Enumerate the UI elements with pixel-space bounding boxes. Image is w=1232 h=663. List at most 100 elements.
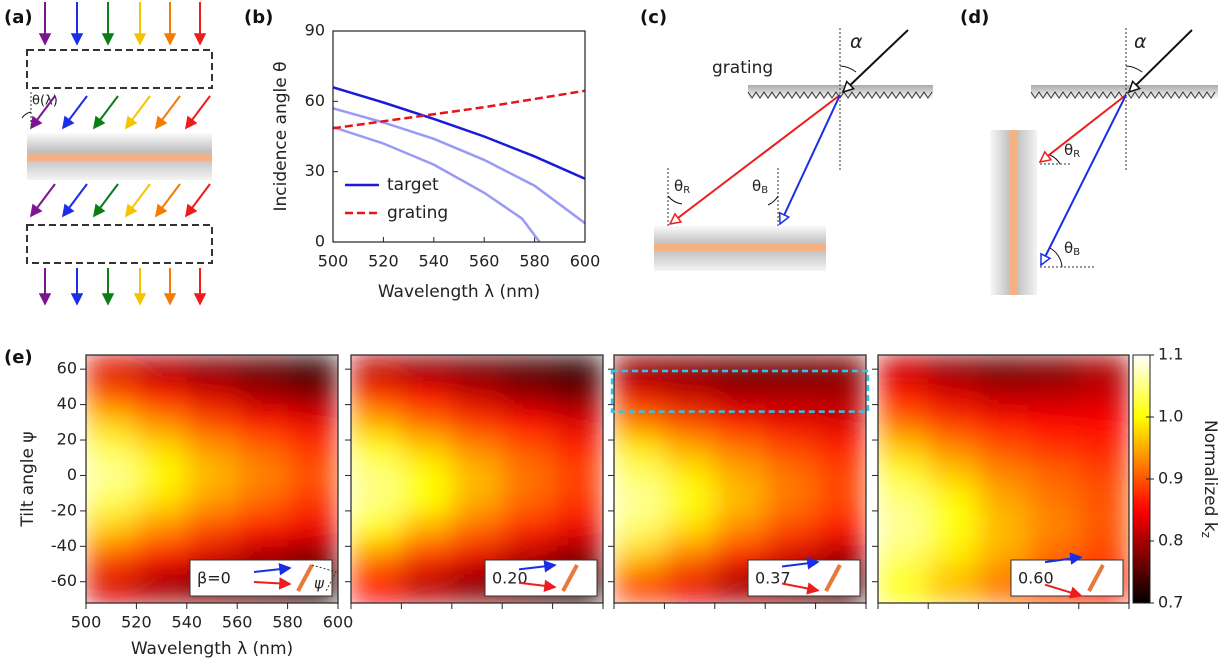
heat-cell: [351, 382, 402, 410]
inset-rod: [1087, 564, 1105, 592]
alpha-label: α: [850, 31, 863, 53]
highlight-box: [610, 369, 870, 413]
grating-label: grating: [712, 58, 773, 78]
angle-arc: [767, 195, 779, 206]
x-tick-label: 600: [570, 252, 601, 271]
theta-b-label: θB: [752, 177, 768, 197]
heat-cell: [287, 409, 338, 437]
arrow-head: [70, 33, 84, 46]
colorbar-tick-label: 1.1: [1158, 345, 1183, 364]
heat-cell: [765, 382, 817, 410]
x-tick-label: 540: [172, 613, 203, 632]
heat-cell: [401, 541, 453, 569]
heat-cell: [765, 435, 817, 463]
arrow-head: [543, 579, 557, 592]
heat-cell: [714, 355, 766, 383]
heat-cell: [351, 541, 402, 569]
line-series: [333, 125, 541, 242]
symbol: θ: [674, 177, 683, 195]
heat-cell: [136, 435, 188, 463]
theta-r-label: θR: [1064, 141, 1080, 161]
arrow-head: [278, 577, 292, 590]
arrow-head: [184, 203, 198, 218]
plot-frame: [613, 354, 867, 604]
arrow-head: [124, 203, 138, 218]
heat-cell: [614, 462, 665, 490]
heat-cell: [928, 355, 979, 383]
heat-cell: [351, 355, 402, 383]
heat-cell: [878, 488, 929, 516]
heat-cell: [401, 382, 453, 410]
arrow-head: [184, 115, 198, 130]
plot-frame: [877, 354, 1130, 604]
colorbar-tick-label: 0.9: [1158, 469, 1183, 488]
heat-cell: [351, 435, 402, 463]
x-tick-label: 500: [318, 252, 349, 271]
heat-cell: [878, 462, 929, 490]
heat-cell: [401, 355, 453, 383]
heat-cell: [978, 515, 1030, 543]
heat-cell: [401, 462, 453, 490]
heat-cell: [351, 462, 402, 490]
heat-cell: [978, 409, 1030, 437]
heat-cell: [765, 515, 817, 543]
inset-angle: [311, 564, 337, 592]
heat-cell: [978, 382, 1030, 410]
heat-cell: [502, 488, 554, 516]
arrow-head: [101, 33, 115, 46]
heat-cell: [878, 435, 929, 463]
panel-label: (a): [4, 7, 33, 28]
heat-cell: [502, 435, 554, 463]
heat-cell: [401, 568, 453, 603]
heat-cell: [86, 462, 137, 490]
plot-frame: [332, 30, 586, 243]
heat-cell: [664, 462, 716, 490]
heat-cell: [1028, 435, 1080, 463]
inset-rod: [561, 564, 579, 592]
line-series: [333, 107, 585, 225]
arrow-head: [61, 203, 75, 218]
heat-cell: [351, 515, 402, 543]
arrow-head: [1069, 552, 1083, 565]
heat-cell: [86, 355, 137, 383]
heat-cell: [451, 409, 503, 437]
heat-cell: [552, 409, 603, 437]
heat-cell: [815, 488, 866, 516]
angle-label: θ(λ): [32, 94, 58, 109]
dashed-box: [26, 224, 213, 264]
x-tick-label: 600: [323, 613, 354, 632]
heat-cell: [664, 355, 716, 383]
y-axis-label: Tilt angle ψ: [18, 431, 38, 527]
angle-arc: [667, 195, 683, 205]
panel-label: (d): [960, 7, 989, 28]
arrow-head: [124, 115, 138, 130]
heat-cell: [765, 462, 817, 490]
x-axis-label: Wavelength λ (nm): [378, 282, 540, 302]
colorbar-label: Normalized kz: [1200, 420, 1221, 538]
heat-cell: [86, 515, 137, 543]
heat-cell: [136, 355, 188, 383]
inset-box: [189, 559, 333, 597]
theta-b-label: θB: [1064, 239, 1080, 259]
heat-cell: [136, 541, 188, 569]
arrow-head: [163, 293, 177, 306]
heat-cell: [614, 488, 665, 516]
inset-angle-label: ψ: [314, 575, 325, 593]
heat-cell: [287, 488, 338, 516]
heat-cell: [978, 355, 1030, 383]
arrow-head: [778, 211, 791, 226]
panel-label: (c): [640, 7, 667, 28]
heat-cell: [928, 462, 979, 490]
heat-cell: [237, 488, 289, 516]
heat-cell: [815, 515, 866, 543]
alpha-label: α: [1134, 31, 1147, 53]
y-tick-label: 0: [315, 232, 325, 251]
heat-cell: [928, 515, 979, 543]
symbol: θ: [1064, 239, 1073, 257]
y-tick-label: 30: [305, 161, 325, 180]
heat-cell: [136, 409, 188, 437]
y-tick-label: 40: [57, 394, 77, 413]
heat-cell: [878, 382, 929, 410]
arrow-head: [193, 33, 207, 46]
heat-cell: [552, 462, 603, 490]
